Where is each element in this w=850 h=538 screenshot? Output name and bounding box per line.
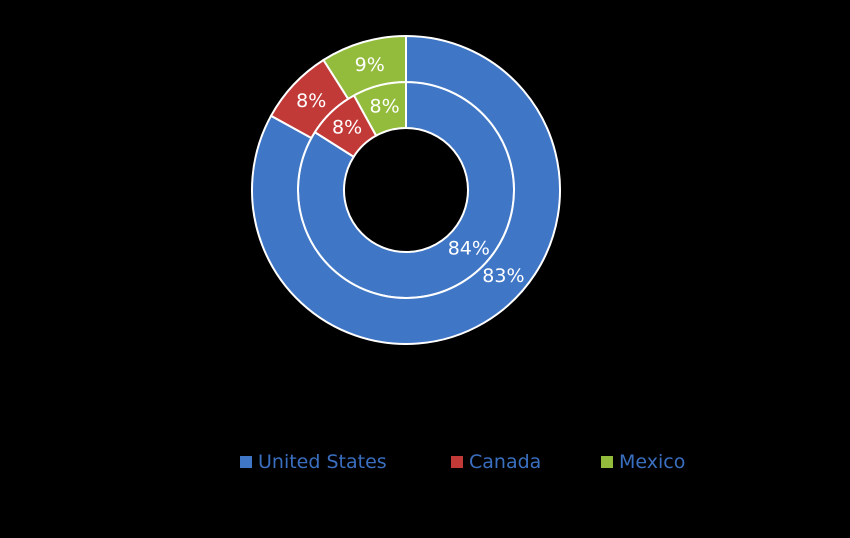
legend-swatch-united-states <box>240 456 252 468</box>
legend-label-mexico: Mexico <box>619 451 686 473</box>
legend-label-united-states: United States <box>258 451 387 473</box>
legend-item-united-states: United States <box>240 451 387 473</box>
doughnut-rings <box>251 34 561 345</box>
data-label-inner-united-states: 84% <box>448 238 490 260</box>
legend-swatch-canada <box>451 456 463 468</box>
legend-swatch-mexico <box>601 456 613 468</box>
legend-item-canada: Canada <box>451 451 541 473</box>
data-label-inner-canada: 8% <box>332 116 362 138</box>
data-label-outer-united-states: 83% <box>482 265 524 287</box>
data-label-inner-mexico: 8% <box>370 96 400 118</box>
legend-item-mexico: Mexico <box>601 451 685 473</box>
slice-outer-united-states <box>251 34 561 345</box>
doughnut-data-labels: 84% 8% 8% 83% 8% 9% <box>296 54 524 287</box>
data-label-outer-canada: 8% <box>296 90 326 112</box>
slice-outer-mexico <box>322 34 407 101</box>
legend-label-canada: Canada <box>469 451 542 473</box>
data-label-outer-mexico: 9% <box>355 54 385 76</box>
chart-legend: United States Canada Mexico <box>240 451 720 475</box>
